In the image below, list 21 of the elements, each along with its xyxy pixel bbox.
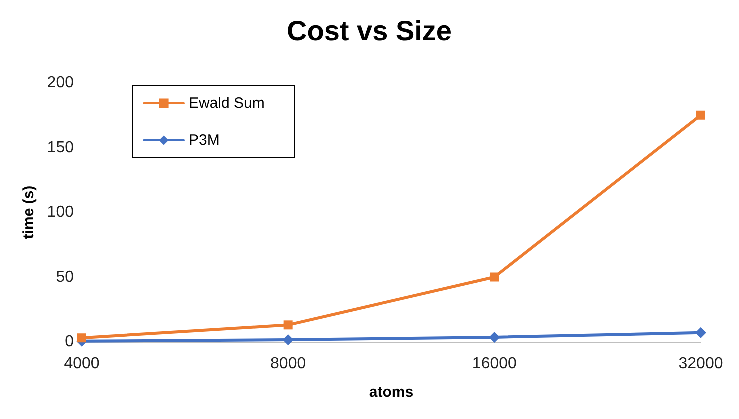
point (490, 272, 500, 282)
y-tick-label: 50 (56, 268, 74, 286)
x-tick-label: 8000 (270, 356, 306, 372)
x-tick-label: 16000 (472, 356, 518, 372)
y-tick-label: 0 (65, 334, 74, 350)
point (284, 320, 293, 330)
point (696, 110, 706, 120)
y-tick-label: 150 (47, 139, 74, 156)
x-tick-label: 32000 (678, 356, 724, 372)
x-axis-title: atoms (369, 384, 414, 401)
point (78, 334, 86, 343)
x-tick-label: 4000 (64, 356, 100, 372)
legend-label: P3M (189, 132, 220, 149)
y-tick-label: 200 (47, 74, 74, 92)
point (696, 327, 706, 338)
y-axis-title: time (s) (20, 186, 38, 240)
y-tick-label: 100 (47, 204, 74, 221)
legend-label: Ewald Sum (189, 95, 265, 112)
chart-title: Cost vs Size (287, 16, 452, 46)
point (489, 332, 500, 343)
point (282, 334, 294, 346)
